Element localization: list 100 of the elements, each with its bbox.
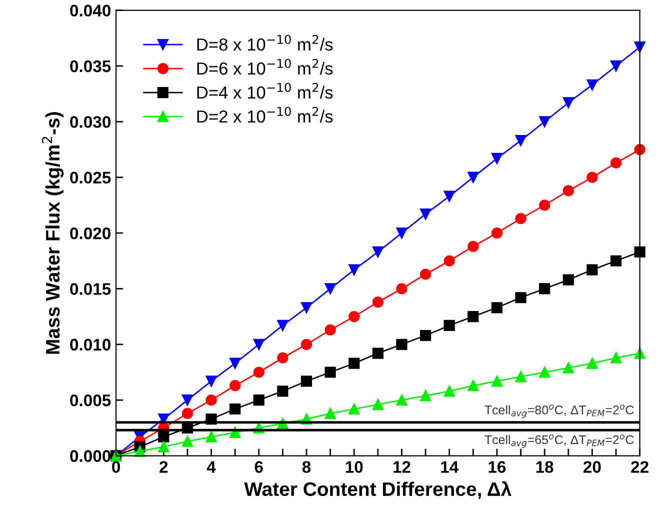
x-tick-label: 16 [488,461,506,473]
point [300,376,312,387]
point [420,208,432,220]
point [539,116,550,128]
x-tick-label: 10 [346,461,363,473]
point [372,246,384,258]
x-tick-label: 22 [631,461,648,473]
point [348,403,360,415]
point [586,358,598,369]
point [562,97,574,108]
point [586,172,598,183]
point [634,246,646,258]
point [515,135,526,146]
y-axis-title: Mass Water Flux (kg/m$^{2}$-s) [42,112,64,354]
point [206,431,217,442]
point [324,283,336,294]
point [396,338,408,350]
point [491,227,503,239]
point [206,394,217,406]
x-tick-label: 20 [583,461,601,473]
x-axis-title: Water Content Difference, Δλ [244,481,512,499]
x-tick-label: 4 [206,461,216,473]
point [348,264,360,276]
legend-label: D=8 x 10$^{−10}$ m$^{2}$/s [197,34,333,51]
y-tick-label: 0.000 [70,450,110,462]
point [610,157,622,168]
point [348,358,360,369]
point [420,330,432,342]
legend-label: D=2 x 10$^{−10}$ m$^{2}$/s [197,106,333,123]
y-tick-label: 0.040 [70,4,110,17]
point [420,268,432,280]
point [515,213,526,224]
point [348,311,360,322]
point [206,376,217,387]
point [610,352,622,364]
point [515,292,526,304]
y-tick-label: 0.035 [70,60,111,72]
text: Tcell$_{avg}$=80$^{o}$C, ΔT$_{PEM}$=2$^{o}$C [484,404,634,418]
point [586,264,598,276]
point [491,376,503,387]
y-tick-label: 0.025 [70,172,111,184]
point [277,352,288,364]
point [562,274,574,286]
point [491,152,503,164]
text: Tcell$_{avg}$=65$^{o}$C, ΔT$_{PEM}$=2$^{o}$C [484,434,634,448]
point [562,362,574,374]
y-tick-label: 0.010 [70,338,110,351]
point [610,60,622,72]
point [372,398,384,410]
point [372,296,384,308]
legend-label: D=6 x 10$^{−10}$ m$^{2}$/s [197,58,333,75]
x-tick-label: 8 [302,461,311,473]
x-tick-label: 6 [254,461,263,473]
point [444,255,455,266]
point [539,200,550,211]
point [396,283,408,294]
point [324,408,336,420]
point [468,240,479,252]
x-tick-label: 2 [160,461,168,473]
x-tick-label: 18 [536,461,554,473]
point [253,366,264,378]
y-tick-label: 0.020 [70,227,110,240]
point [277,386,288,397]
x-tick-label: 14 [441,461,459,473]
x-tick-label: 12 [394,461,410,473]
point [230,358,241,369]
point [444,386,455,397]
point [468,311,479,322]
y-tick-label: 0.005 [70,394,111,406]
point [396,394,408,406]
point [158,431,170,442]
y-tick-label: 0.015 [70,283,111,295]
point [277,320,288,332]
point [253,338,264,350]
point [230,403,241,415]
point [515,371,526,382]
point [586,79,598,90]
point [420,390,432,402]
point [396,227,408,239]
point [444,320,455,332]
point [300,338,312,350]
point [230,380,241,392]
y-tick-label: 0.030 [70,116,110,128]
point [491,302,503,314]
point [539,366,550,378]
x-tick-label: 0 [112,461,120,473]
legend-label: D=4 x 10$^{−10}$ m$^{2}$/s [197,82,333,99]
point [182,394,194,406]
point [324,366,336,378]
point [158,441,170,452]
point [468,172,479,183]
point [610,255,622,266]
point [300,302,312,314]
point [444,190,455,202]
point [539,283,550,294]
point [182,436,194,447]
point [253,394,264,406]
point [324,324,336,336]
point [468,380,479,392]
point [182,408,194,420]
